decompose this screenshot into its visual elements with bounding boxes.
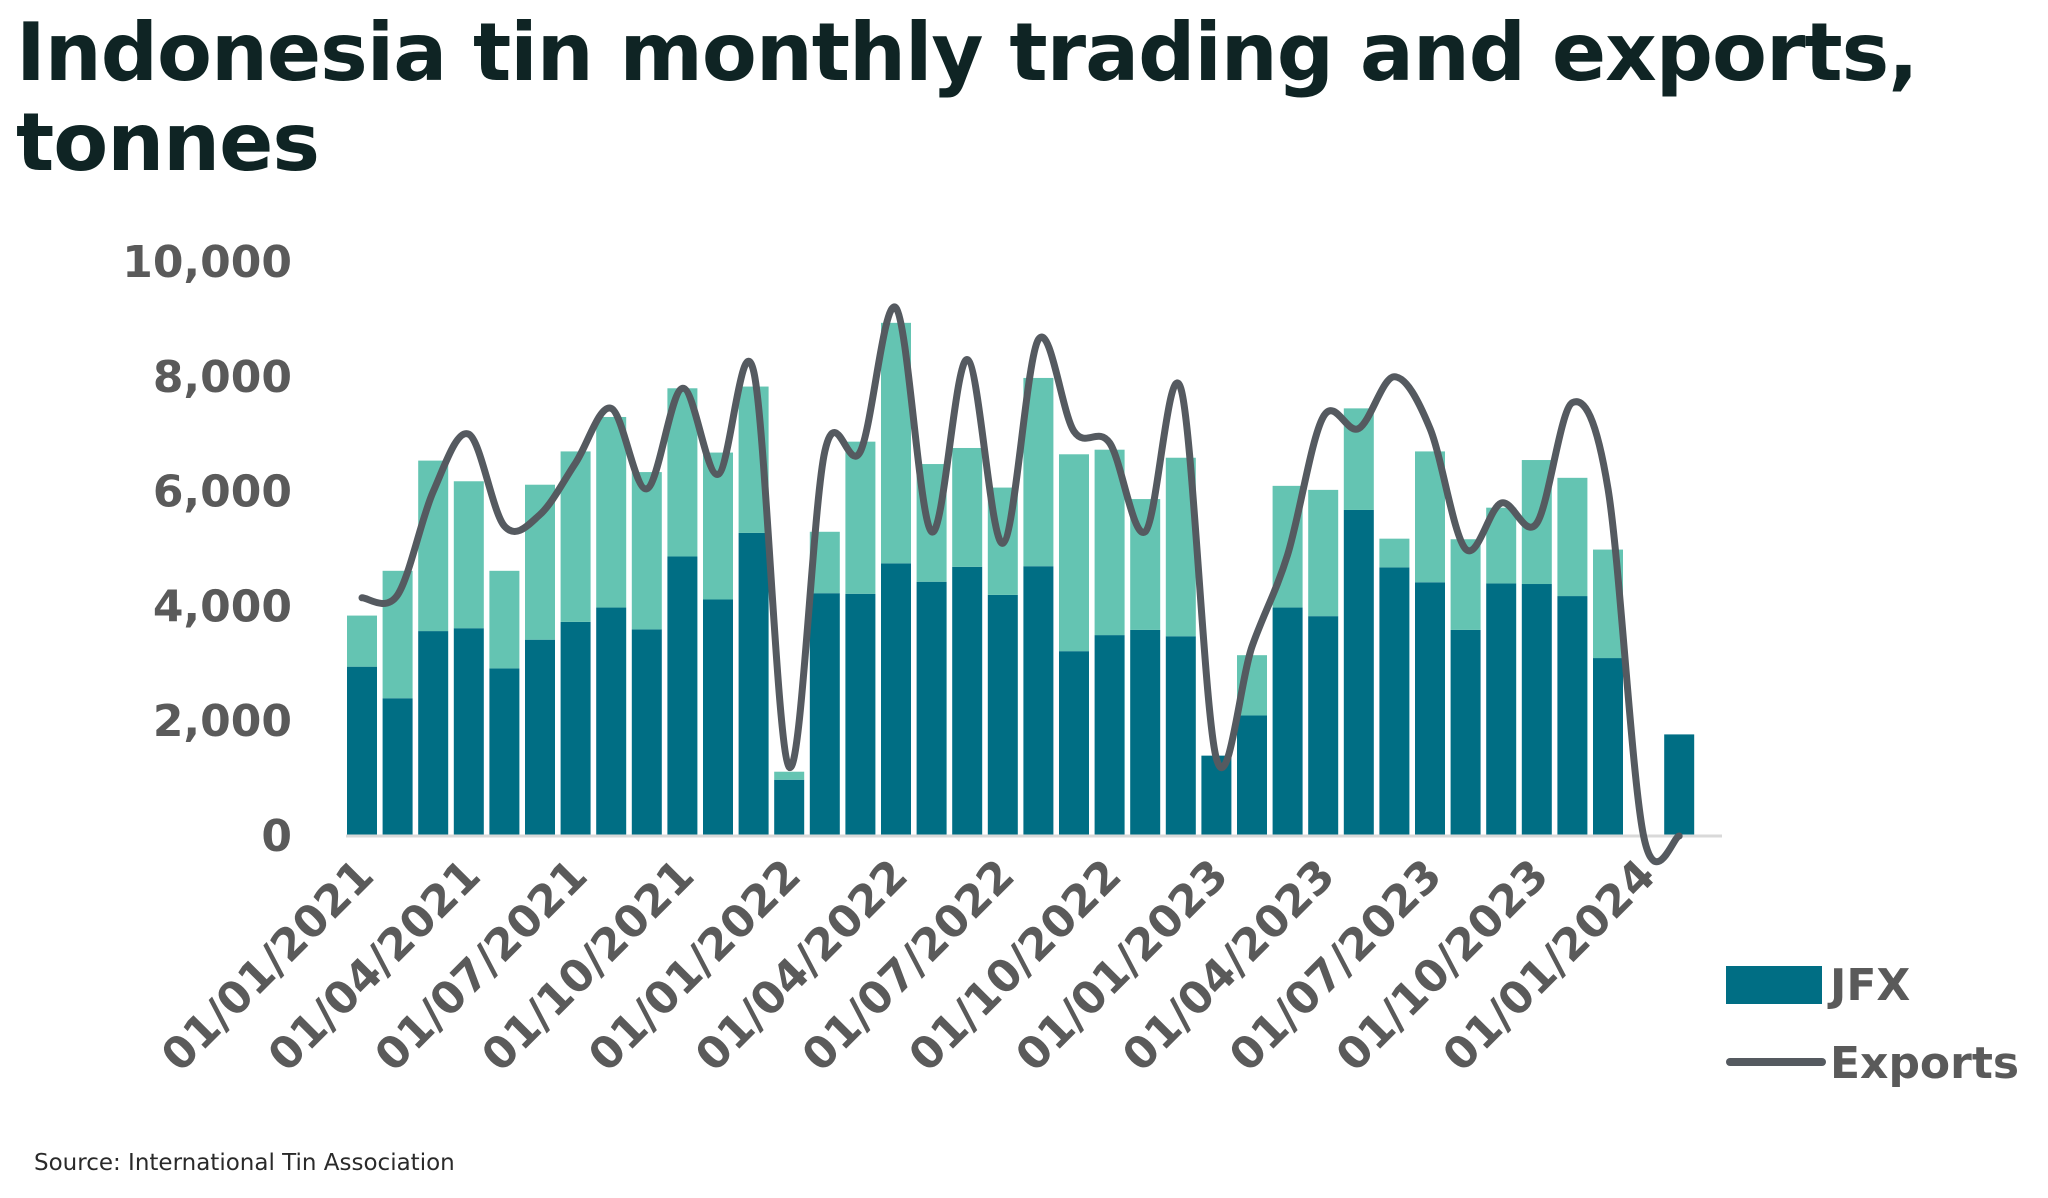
bar-jfx bbox=[1343, 509, 1374, 836]
y-axis: 0 2,000 4,000 6,000 8,000 10,000 bbox=[122, 237, 292, 862]
bar-jfx bbox=[525, 639, 555, 836]
bar-trading-other bbox=[1059, 454, 1089, 652]
bar-jfx bbox=[1664, 734, 1695, 836]
y-tick-label: 2,000 bbox=[153, 696, 292, 747]
bar-trading-other bbox=[1379, 538, 1410, 568]
bar-jfx bbox=[1379, 567, 1410, 836]
bar-jfx bbox=[453, 628, 484, 836]
bar-jfx bbox=[1308, 616, 1339, 836]
legend-jfx-swatch bbox=[1726, 966, 1822, 1004]
bar-jfx bbox=[667, 556, 698, 836]
bar-jfx bbox=[489, 668, 520, 836]
legend-exports-label: Exports bbox=[1830, 1038, 2019, 1089]
bar-trading-other bbox=[453, 481, 484, 629]
bar-jfx bbox=[1415, 582, 1445, 836]
bar-jfx bbox=[703, 599, 733, 836]
y-tick-label: 4,000 bbox=[153, 581, 292, 632]
bar-jfx bbox=[631, 629, 662, 836]
bar-jfx bbox=[1059, 651, 1089, 836]
bar-jfx bbox=[738, 532, 769, 836]
bar-trading-other bbox=[952, 447, 983, 567]
source-note: Source: International Tin Association bbox=[34, 1150, 455, 1176]
bar-jfx bbox=[1165, 636, 1196, 836]
bar-jfx bbox=[1521, 584, 1552, 836]
bar-jfx bbox=[1130, 629, 1161, 836]
bar-jfx bbox=[1237, 715, 1267, 836]
bar-jfx bbox=[774, 779, 805, 836]
bar-trading-other bbox=[596, 416, 627, 608]
legend: JFX Exports bbox=[1726, 960, 2019, 1089]
bar-jfx bbox=[987, 594, 1018, 836]
bar-trading-other bbox=[1557, 477, 1588, 597]
bar-jfx bbox=[347, 666, 377, 836]
y-tick-label: 6,000 bbox=[153, 467, 292, 518]
bar-jfx bbox=[1557, 596, 1588, 836]
bar-trading-other bbox=[489, 570, 520, 669]
bar-trading-other bbox=[1450, 539, 1481, 630]
bar-trading-other bbox=[774, 771, 805, 780]
bar-jfx bbox=[845, 593, 876, 836]
bar-jfx bbox=[1201, 755, 1232, 836]
bar-jfx bbox=[1094, 635, 1125, 836]
bar-trading-other bbox=[347, 615, 377, 667]
bar-jfx bbox=[916, 581, 947, 836]
bar-jfx bbox=[881, 563, 911, 836]
bar-jfx bbox=[382, 698, 413, 836]
bar-trading-other bbox=[525, 484, 555, 640]
bar-jfx bbox=[1486, 583, 1517, 836]
exports-line bbox=[358, 303, 1683, 866]
bar-jfx bbox=[809, 593, 840, 836]
bars bbox=[347, 322, 1695, 836]
chart-title: Indonesia tin monthly trading and export… bbox=[16, 6, 1919, 189]
bar-trading-other bbox=[1308, 489, 1339, 617]
bar-jfx bbox=[1450, 629, 1481, 836]
y-tick-label: 8,000 bbox=[153, 352, 292, 403]
y-tick-label: 0 bbox=[261, 811, 292, 862]
bar-trading-other bbox=[845, 441, 876, 594]
bar-jfx bbox=[1023, 566, 1054, 836]
y-tick-label: 10,000 bbox=[122, 237, 292, 288]
bar-jfx bbox=[1593, 658, 1623, 836]
legend-jfx-label: JFX bbox=[1827, 960, 1910, 1011]
bar-jfx bbox=[560, 621, 591, 836]
bar-jfx bbox=[1272, 607, 1303, 836]
bar-jfx bbox=[952, 566, 983, 836]
bar-jfx bbox=[418, 631, 449, 836]
bar-jfx bbox=[596, 607, 627, 836]
bar-trading-other bbox=[631, 472, 662, 630]
x-axis: 01/01/202101/04/202101/07/202101/10/2021… bbox=[152, 850, 1666, 1082]
